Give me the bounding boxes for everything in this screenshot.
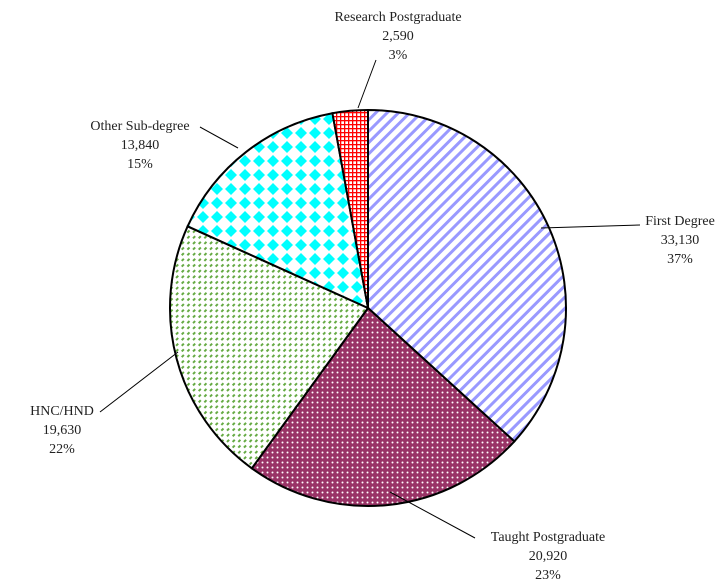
value-label: 13,840	[121, 138, 160, 153]
leader-line	[99, 351, 179, 413]
percent-label: 15%	[127, 157, 153, 172]
pie-slice	[169, 225, 370, 470]
percent-label: 37%	[667, 252, 693, 267]
pie-slice	[331, 108, 369, 309]
slice-label: Research Postgraduate	[334, 10, 461, 25]
leader-line	[540, 224, 641, 229]
percent-label: 3%	[389, 48, 408, 63]
value-label: 33,130	[661, 233, 700, 248]
value-label: 19,630	[43, 423, 82, 438]
leader-line	[199, 126, 239, 149]
pie-slice	[250, 306, 516, 507]
slice-label: Taught Postgraduate	[491, 530, 606, 545]
value-label: 20,920	[529, 549, 568, 564]
value-label: 2,590	[382, 29, 414, 44]
percent-label: 22%	[49, 442, 75, 457]
pie-slice	[186, 112, 370, 310]
slice-label: Other Sub-degree	[90, 119, 189, 134]
leader-line	[357, 59, 377, 109]
percent-label: 23%	[535, 568, 561, 580]
slice-label: HNC/HND	[30, 404, 94, 419]
slice-label: First Degree	[645, 214, 715, 229]
leader-line	[389, 491, 476, 539]
